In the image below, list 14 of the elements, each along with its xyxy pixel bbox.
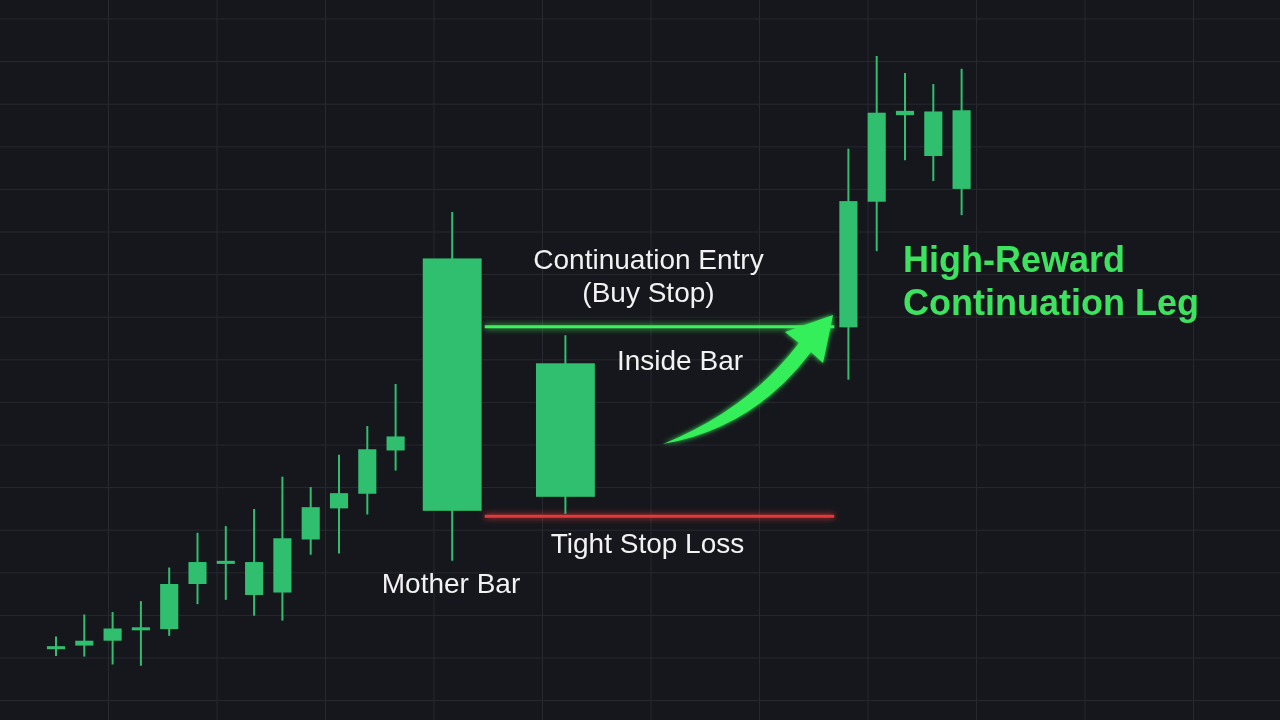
annotation: High-Reward Continuation Leg: [903, 239, 1199, 323]
annotation: Inside Bar: [616, 345, 744, 376]
candlestick: [216, 525, 235, 601]
candlestick: [131, 600, 150, 667]
candlestick: [895, 72, 915, 162]
candlestick: [103, 611, 122, 666]
candlestick: [75, 613, 94, 658]
ref-line-label: Continuation Entry (Buy Stop): [533, 243, 764, 308]
candlestick: [386, 383, 405, 472]
candlestick: [329, 453, 349, 555]
ref-line-label: Tight Stop Loss: [550, 528, 745, 560]
annotation: Mother Bar: [381, 568, 521, 599]
candlestick: [188, 531, 207, 606]
candlestick: [46, 635, 66, 657]
